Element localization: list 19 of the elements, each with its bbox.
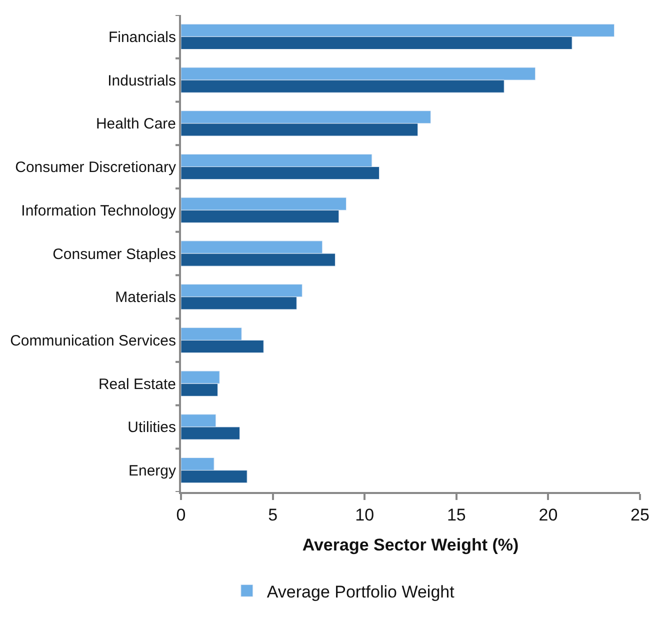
y-tick-label: Health Care xyxy=(96,116,176,133)
y-tick-label: Utilities xyxy=(128,419,176,436)
y-tick-label: Financials xyxy=(108,28,176,46)
y-tick-label: Consumer Staples xyxy=(52,246,176,263)
y-tick-label: Industrials xyxy=(108,72,176,90)
x-tick-label: 10 xyxy=(355,505,374,524)
y-tick-label: Information Technology xyxy=(21,202,176,220)
y-tick-label: Materials xyxy=(115,289,176,306)
y-tick-label: Energy xyxy=(128,462,176,480)
y-tick-label: Real Estate xyxy=(98,376,176,393)
x-axis-title: Average Sector Weight (%) xyxy=(302,535,519,554)
legend-label: Average Portfolio Weight xyxy=(266,582,455,602)
x-tick-label: 20 xyxy=(538,505,558,524)
x-tick-label: 25 xyxy=(630,505,650,524)
x-tick-label: 0 xyxy=(176,505,186,524)
x-tick-label: 5 xyxy=(268,505,278,524)
y-tick-label: Communication Services xyxy=(10,332,176,350)
x-tick-label: 15 xyxy=(446,505,466,524)
y-tick-label: Consumer Discretionary xyxy=(15,159,176,176)
